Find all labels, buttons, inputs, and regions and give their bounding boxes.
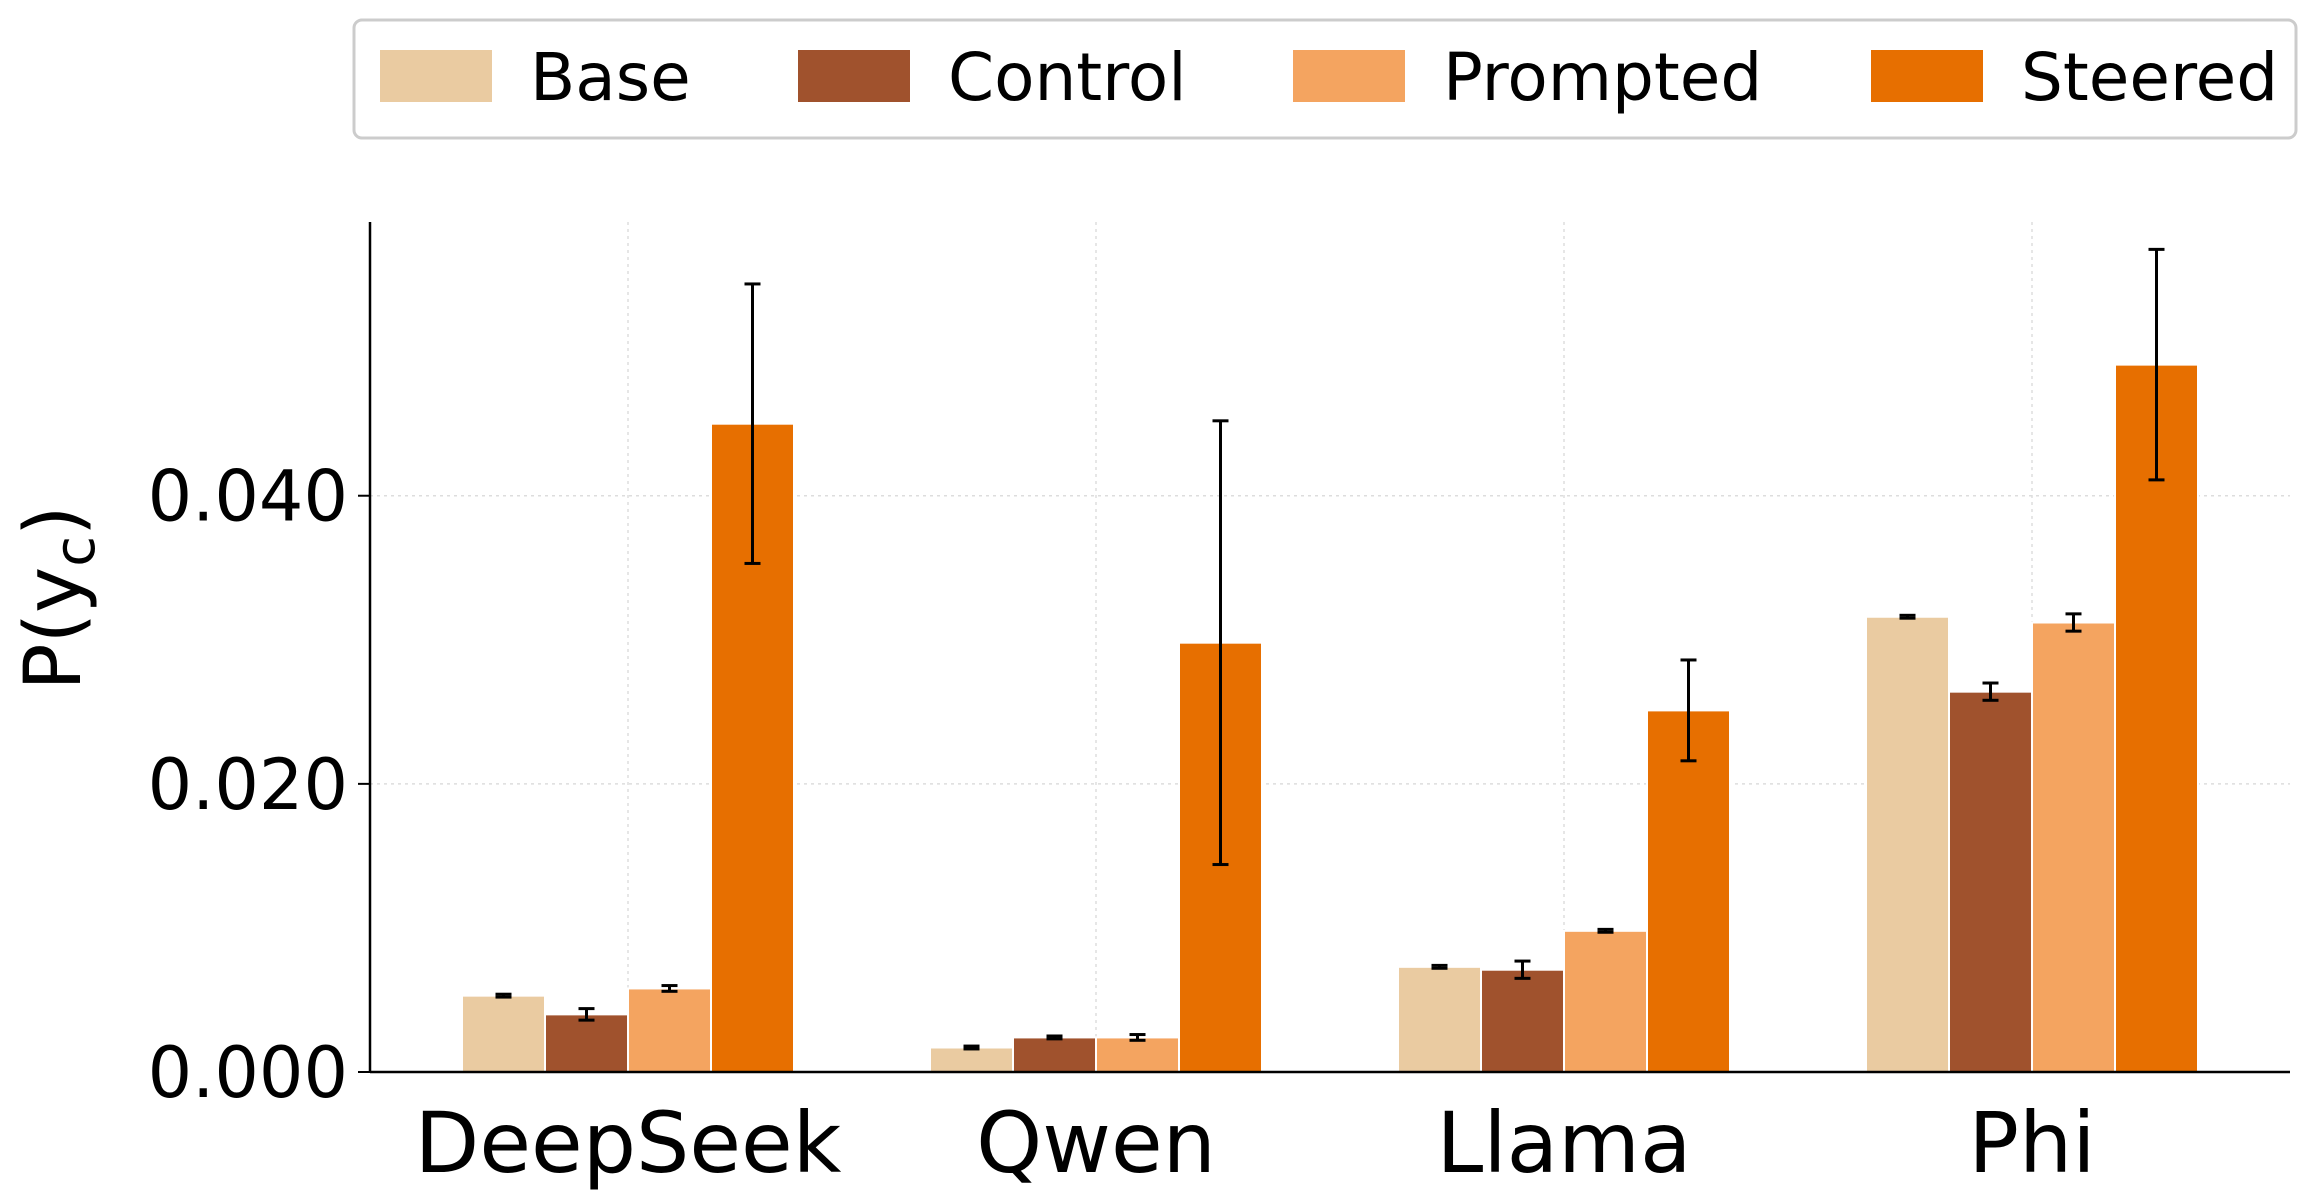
bars: [461, 363, 2199, 1074]
legend: Base Control Prompted Steered: [352, 18, 2298, 140]
bar-base-deepseek: [461, 994, 546, 1073]
bar-steered-llama: [1646, 709, 1731, 1073]
y-tick-label: 0.020: [148, 744, 348, 826]
legend-swatch-steered: [1871, 50, 1983, 102]
bar-prompted-phi: [2031, 621, 2116, 1073]
x-tick-labels: DeepSeek Qwen Llama Phi: [415, 1094, 2096, 1192]
bar-prompted-deepseek: [627, 987, 712, 1073]
x-tick-label: Phi: [1968, 1094, 2095, 1192]
x-tick-label: Llama: [1437, 1094, 1692, 1192]
legend-swatch-control: [798, 50, 910, 102]
error-bars: [495, 247, 2165, 1051]
bar-steered-phi: [2114, 363, 2199, 1073]
y-tick-label: 0.000: [148, 1032, 348, 1114]
legend-label-control: Control: [948, 39, 1187, 116]
legend-label-prompted: Prompted: [1443, 39, 1762, 116]
bar-control-qwen: [1012, 1036, 1097, 1073]
bar-base-llama: [1397, 965, 1482, 1073]
bar-base-phi: [1865, 615, 1950, 1074]
x-tick-label: DeepSeek: [415, 1094, 842, 1192]
legend-swatch-base: [380, 50, 492, 102]
bar-control-deepseek: [544, 1013, 629, 1073]
y-tick-label: 0.040: [148, 456, 348, 538]
legend-swatch-prompted: [1293, 50, 1405, 102]
legend-label-steered: Steered: [2021, 39, 2278, 116]
x-tick-label: Qwen: [976, 1094, 1216, 1192]
bar-prompted-llama: [1563, 929, 1648, 1073]
bar-prompted-qwen: [1095, 1036, 1180, 1073]
y-tick-labels: 0.000 0.020 0.040: [148, 456, 348, 1114]
legend-label-base: Base: [530, 39, 691, 116]
bar-control-llama: [1480, 968, 1565, 1073]
y-axis-label: P(yc): [9, 506, 108, 691]
axes: [358, 222, 2290, 1074]
bar-base-qwen: [929, 1046, 1014, 1073]
bar-control-phi: [1948, 690, 2033, 1073]
